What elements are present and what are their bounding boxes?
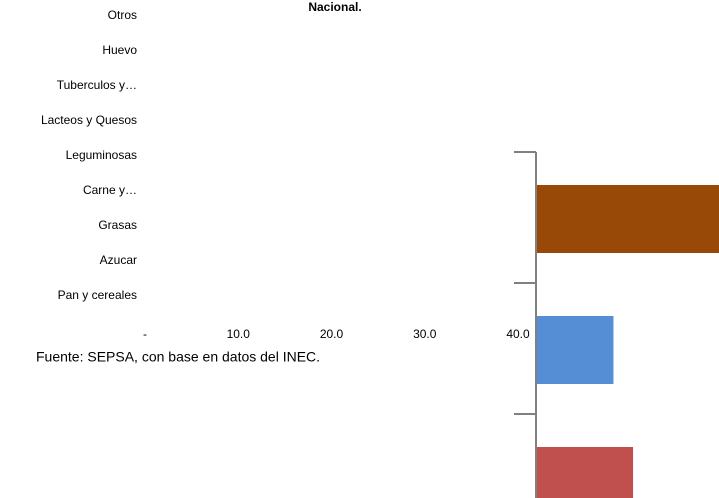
bar: [536, 316, 614, 384]
x-tick-label: -: [143, 327, 147, 341]
category-label: Pan y cereales: [58, 288, 137, 302]
category-label: Lacteos y Quesos: [41, 113, 137, 127]
category-label: Carne y…: [83, 183, 137, 197]
chart-title: Nacional.: [308, 0, 361, 14]
bar: [536, 185, 719, 253]
x-tick-label: 10.0: [227, 327, 251, 341]
x-tick-label: 40.0: [506, 327, 530, 341]
category-label: Leguminosas: [66, 148, 137, 162]
category-label: Tuberculos y…: [57, 78, 137, 92]
category-label: Azucar: [100, 253, 137, 267]
category-label: Huevo: [102, 43, 137, 57]
x-tick-label: 20.0: [320, 327, 344, 341]
category-label: Otros: [108, 8, 137, 22]
category-label: Grasas: [98, 218, 137, 232]
bar: [536, 447, 634, 498]
x-tick-label: 30.0: [413, 327, 437, 341]
source-note: Fuente: SEPSA, con base en datos del INE…: [36, 349, 320, 365]
